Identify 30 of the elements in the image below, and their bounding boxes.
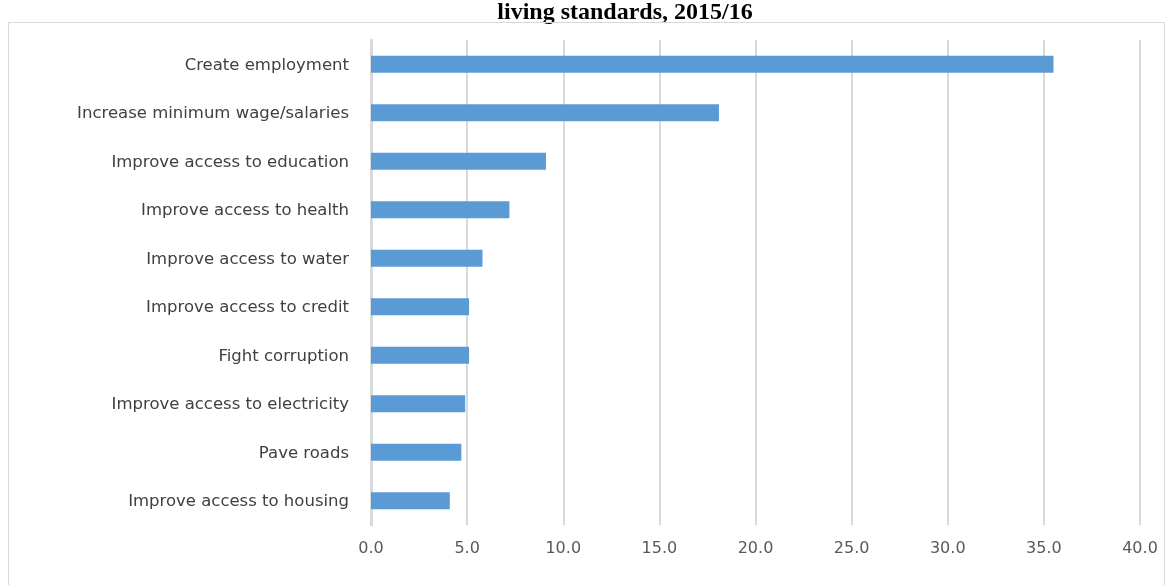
y-tick-label: Pave roads: [258, 442, 349, 462]
x-tick-label: 0.0: [358, 537, 384, 557]
x-tick-label: 35.0: [1026, 537, 1062, 557]
y-tick-label: Improve access to housing: [128, 491, 349, 511]
y-tick-label: Improve access to credit: [146, 297, 350, 317]
y-tick-label: Create employment: [184, 54, 350, 74]
x-tick-label: 10.0: [545, 537, 582, 557]
x-tick-label: 20.0: [737, 537, 774, 557]
x-tick-label: 30.0: [929, 537, 966, 557]
bar: [371, 201, 510, 219]
y-tick-label: Improve access to education: [111, 151, 349, 171]
bar: [371, 55, 1054, 73]
y-tick-label: Improve access to health: [141, 200, 349, 220]
y-tick-label: Increase minimum wage/salaries: [77, 103, 349, 123]
bar: [371, 443, 462, 461]
bar: [371, 152, 546, 170]
x-tick-label: 25.0: [833, 537, 870, 557]
x-tick-label: 5.0: [454, 537, 480, 557]
y-tick-label: Improve access to water: [146, 248, 350, 268]
x-tick-label: 15.0: [641, 537, 678, 557]
bar: [371, 395, 466, 413]
bar: [371, 104, 719, 122]
chart-title: living standards, 2015/16: [497, 0, 753, 24]
bar: [371, 249, 483, 267]
y-tick-label: Improve access to electricity: [111, 394, 350, 414]
bar: [371, 492, 450, 510]
y-tick-label: Fight corruption: [218, 345, 349, 365]
bar: [371, 298, 470, 316]
bar: [371, 346, 470, 364]
x-tick-label: 40.0: [1122, 537, 1158, 557]
